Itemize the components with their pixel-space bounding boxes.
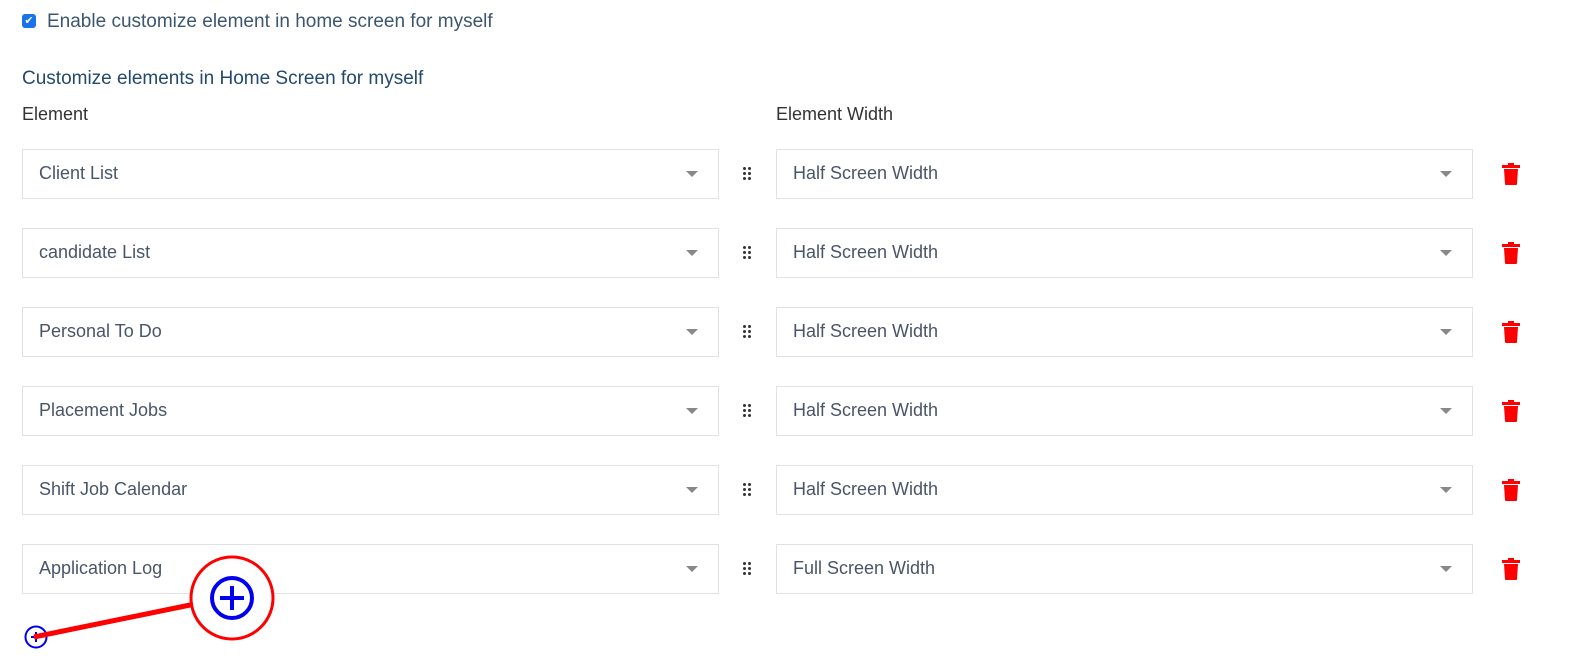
element-width-select[interactable]: Half Screen Width [776, 307, 1473, 357]
element-select-value: Placement Jobs [39, 400, 168, 420]
enable-customize-label: Enable customize element in home screen … [47, 11, 493, 32]
add-element-button[interactable] [24, 625, 50, 651]
chevron-down-icon [1440, 250, 1452, 256]
trash-icon [1502, 242, 1520, 264]
element-select-value: Personal To Do [39, 321, 162, 341]
element-width-select[interactable]: Full Screen Width [776, 544, 1473, 594]
element-select-value: Application Log [39, 558, 163, 578]
trash-icon [1502, 163, 1520, 185]
element-select[interactable]: Personal To Do [22, 307, 719, 357]
trash-icon [1502, 321, 1520, 343]
chevron-down-icon [686, 250, 698, 256]
element-width-select[interactable]: Half Screen Width [776, 149, 1473, 199]
trash-icon [1502, 558, 1520, 580]
element-width-select-value: Half Screen Width [793, 479, 939, 499]
element-width-select-value: Half Screen Width [793, 400, 939, 420]
element-select-value: Shift Job Calendar [39, 479, 188, 499]
chevron-down-icon [1440, 566, 1452, 572]
chevron-down-icon [686, 171, 698, 177]
element-width-select[interactable]: Half Screen Width [776, 465, 1473, 515]
enable-customize-checkbox[interactable]: ✔ [22, 14, 36, 28]
element-width-column-header: Element Width [776, 104, 894, 124]
chevron-down-icon [686, 329, 698, 335]
delete-row-button[interactable] [1502, 400, 1520, 422]
delete-row-button[interactable] [1502, 163, 1520, 185]
drag-handle-icon[interactable] [743, 483, 753, 497]
drag-handle-icon[interactable] [743, 562, 753, 576]
delete-row-button[interactable] [1502, 558, 1520, 580]
chevron-down-icon [1440, 171, 1452, 177]
element-select[interactable]: Placement Jobs [22, 386, 719, 436]
element-select-value: candidate List [39, 242, 151, 262]
element-width-select[interactable]: Half Screen Width [776, 386, 1473, 436]
element-select[interactable]: candidate List [22, 228, 719, 278]
chevron-down-icon [686, 566, 698, 572]
chevron-down-icon [1440, 408, 1452, 414]
chevron-down-icon [1440, 329, 1452, 335]
drag-handle-icon[interactable] [743, 404, 753, 418]
delete-row-button[interactable] [1502, 321, 1520, 343]
delete-row-button[interactable] [1502, 479, 1520, 501]
chevron-down-icon [1440, 487, 1452, 493]
annotation-line [33, 601, 196, 640]
plus-circle-icon [24, 625, 48, 649]
element-select[interactable]: Client List [22, 149, 719, 199]
element-width-select-value: Half Screen Width [793, 321, 939, 341]
drag-handle-icon[interactable] [743, 167, 753, 181]
trash-icon [1502, 479, 1520, 501]
element-width-select[interactable]: Half Screen Width [776, 228, 1473, 278]
chevron-down-icon [686, 487, 698, 493]
element-width-select-value: Half Screen Width [793, 242, 939, 262]
drag-handle-icon[interactable] [743, 246, 753, 260]
element-select-value: Client List [39, 163, 119, 183]
element-width-select-value: Full Screen Width [793, 558, 936, 578]
chevron-down-icon [686, 408, 698, 414]
element-column-header: Element [22, 104, 89, 124]
section-title: Customize elements in Home Screen for my… [22, 68, 424, 89]
element-width-select-value: Half Screen Width [793, 163, 939, 183]
element-select[interactable]: Shift Job Calendar [22, 465, 719, 515]
element-select[interactable]: Application Log [22, 544, 719, 594]
drag-handle-icon[interactable] [743, 325, 753, 339]
trash-icon [1502, 400, 1520, 422]
delete-row-button[interactable] [1502, 242, 1520, 264]
